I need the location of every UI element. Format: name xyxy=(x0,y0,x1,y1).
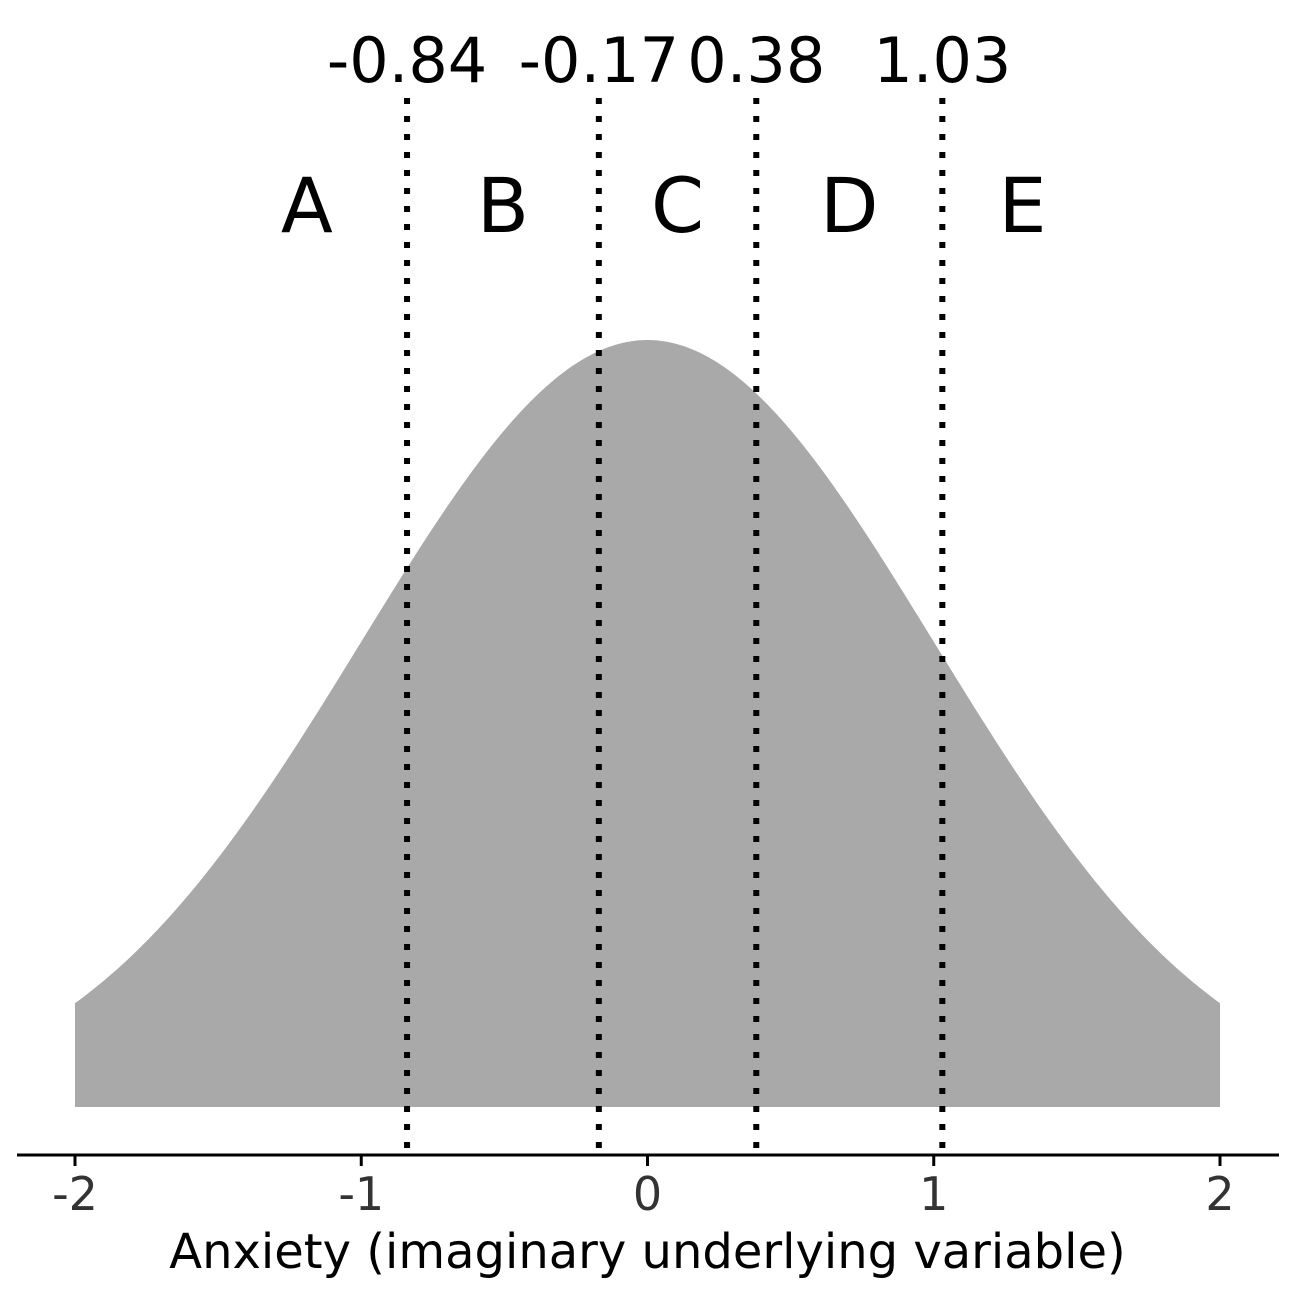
x-tick-label-0: -2 xyxy=(52,1167,98,1221)
category-label-A: A xyxy=(281,161,333,250)
threshold-label-3: 1.03 xyxy=(873,24,1011,97)
x-axis-title: Anxiety (imaginary underlying variable) xyxy=(169,1224,1125,1280)
category-label-B: B xyxy=(477,161,529,250)
category-label-D: D xyxy=(820,161,879,250)
x-tick-label-1: -1 xyxy=(338,1167,384,1221)
density-area xyxy=(75,340,1220,1107)
x-tick-label-4: 2 xyxy=(1205,1167,1234,1221)
x-axis: -2 -1 0 1 2 xyxy=(17,1153,1279,1221)
category-label-E: E xyxy=(998,161,1046,250)
x-tick-label-3: 1 xyxy=(919,1167,948,1221)
threshold-label-0: -0.84 xyxy=(327,24,487,97)
x-tick-label-2: 0 xyxy=(633,1167,662,1221)
category-label-C: C xyxy=(651,161,704,250)
area-layer xyxy=(75,340,1220,1107)
threshold-label-1: -0.17 xyxy=(519,24,679,97)
label-layer: -0.84 -0.17 0.38 1.03 A B C D E xyxy=(281,24,1047,250)
threshold-label-2: 0.38 xyxy=(687,24,825,97)
